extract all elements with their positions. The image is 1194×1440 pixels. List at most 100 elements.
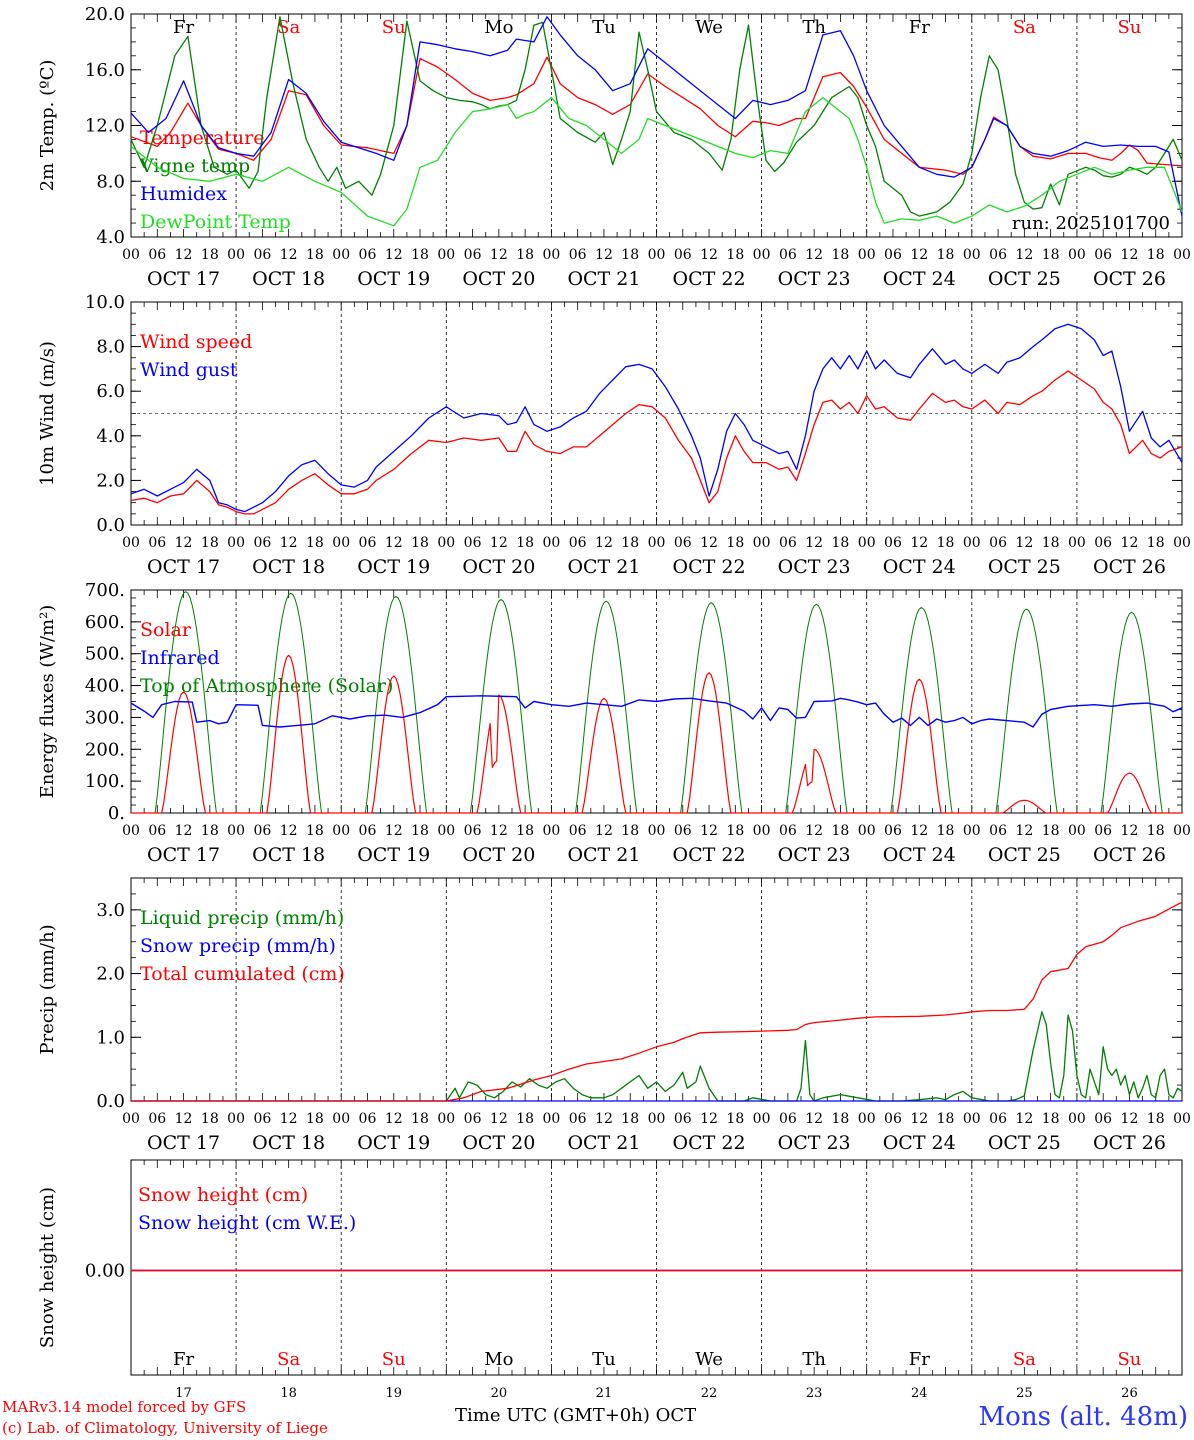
energy-hour-label: 06: [884, 823, 902, 839]
precip-legend-entry: Total cumulated (cm): [140, 963, 345, 985]
day-name: Su: [1117, 17, 1141, 38]
wind-hour-label: 00: [227, 535, 245, 551]
day-name-bottom: Sa: [277, 1349, 300, 1370]
temperature-hour-label: 00: [1173, 247, 1191, 263]
temperature-hour-label: 00: [963, 247, 981, 263]
wind-hour-label: 06: [464, 535, 482, 551]
credit-model: MARv3.14 model forced by GFS: [2, 1398, 247, 1416]
precip-hour-label: 06: [779, 1111, 797, 1127]
day-name-bottom: Th: [802, 1349, 826, 1370]
temperature-hour-label: 12: [700, 247, 718, 263]
wind-y-tick-label: 8.0: [96, 337, 125, 358]
wind-hour-label: 00: [122, 535, 140, 551]
precip-legend-entry: Liquid precip (mm/h): [140, 907, 344, 929]
temperature-hour-label: 06: [569, 247, 587, 263]
energy-hour-label: 00: [542, 823, 560, 839]
precip-hour-label: 00: [753, 1111, 771, 1127]
energy-hour-label: 12: [385, 823, 403, 839]
energy-legend-entry: Infrared: [140, 647, 220, 669]
station-name: Mons (alt. 48m): [978, 1402, 1188, 1432]
energy-date-label: OCT 26: [1093, 844, 1166, 866]
energy-hour-label: 06: [359, 823, 377, 839]
temperature-date-label: OCT 21: [567, 268, 640, 290]
precip-legend-entry: Snow precip (mm/h): [140, 935, 336, 957]
day-number: 23: [806, 1386, 823, 1401]
temperature-hour-label: 12: [595, 247, 613, 263]
wind-hour-label: 12: [175, 535, 193, 551]
series-humidex: [130, 16, 1183, 217]
energy-hour-label: 06: [779, 823, 797, 839]
precip-hour-label: 18: [832, 1111, 850, 1127]
energy-hour-label: 00: [1068, 823, 1086, 839]
wind-hour-label: 06: [148, 535, 166, 551]
precip-hour-label: 18: [1042, 1111, 1060, 1127]
panel-temperature: 4.0 8.0 12.0 16.0 20.0 2m Temp. (ºC) 00 06 12 18 O…: [37, 4, 1191, 290]
wind-y-tick-label: 4.0: [96, 426, 125, 447]
energy-hour-label: 00: [122, 823, 140, 839]
temperature-hour-label: 06: [148, 247, 166, 263]
energy-y-tick-label: 0.: [108, 803, 125, 824]
temperature-y-tick-label: 12.0: [85, 116, 125, 137]
energy-date-label: OCT 21: [567, 844, 640, 866]
temperature-frame: [130, 13, 1183, 238]
energy-hour-label: 00: [437, 823, 455, 839]
temperature-date-label: OCT 17: [147, 268, 220, 290]
precip-y-tick-label: 1.0: [96, 1027, 125, 1048]
snow-legend-entry: Snow height (cm W.E.): [138, 1212, 356, 1234]
energy-hour-label: 12: [490, 823, 508, 839]
wind-hour-label: 00: [1173, 535, 1191, 551]
temperature-hour-label: 18: [832, 247, 850, 263]
wind-hour-label: 12: [280, 535, 298, 551]
energy-date-label: OCT 23: [778, 844, 851, 866]
wind-hour-label: 00: [1068, 535, 1086, 551]
wind-hour-label: 12: [700, 535, 718, 551]
precip-hour-label: 12: [805, 1111, 823, 1127]
energy-date-label: OCT 19: [357, 844, 430, 866]
energy-hour-label: 06: [148, 823, 166, 839]
energy-y-tick-label: 300.: [85, 707, 125, 728]
day-number: 25: [1016, 1386, 1033, 1401]
temperature-hour-label: 06: [253, 247, 271, 263]
energy-hour-label: 00: [753, 823, 771, 839]
day-number: 18: [280, 1386, 297, 1401]
series-temperature: [130, 56, 1183, 175]
energy-legend-entry: Solar: [140, 619, 192, 641]
wind-hour-label: 06: [674, 535, 692, 551]
temperature-hour-label: 06: [989, 247, 1007, 263]
temperature-hour-label: 12: [1121, 247, 1139, 263]
temperature-hour-label: 00: [227, 247, 245, 263]
energy-hour-label: 18: [306, 823, 324, 839]
wind-hour-label: 12: [595, 535, 613, 551]
wind-date-label: OCT 26: [1093, 556, 1166, 578]
wind-y-tick-label: 10.0: [85, 292, 125, 313]
day-name: We: [695, 17, 723, 38]
precip-hour-label: 00: [1068, 1111, 1086, 1127]
wind-hour-label: 00: [542, 535, 560, 551]
wind-hour-label: 06: [1094, 535, 1112, 551]
energy-hour-label: 18: [937, 823, 955, 839]
day-number: 20: [491, 1386, 508, 1401]
temperature-hour-label: 18: [411, 247, 429, 263]
day-name: Tu: [592, 17, 616, 38]
wind-y-tick-label: 0.0: [96, 515, 125, 536]
precip-hour-label: 06: [148, 1111, 166, 1127]
x-axis-title: Time UTC (GMT+0h) OCT: [455, 1405, 697, 1426]
precip-hour-label: 00: [542, 1111, 560, 1127]
temperature-hour-label: 12: [280, 247, 298, 263]
wind-hour-label: 12: [385, 535, 403, 551]
energy-hour-label: 00: [648, 823, 666, 839]
day-name-bottom: Fr: [173, 1349, 194, 1370]
temperature-hour-label: 06: [1094, 247, 1112, 263]
day-name: Fr: [909, 17, 930, 38]
energy-hour-label: 12: [1121, 823, 1139, 839]
precip-hour-label: 06: [1094, 1111, 1112, 1127]
wind-hour-label: 12: [1015, 535, 1033, 551]
day-name-bottom: Su: [1117, 1349, 1141, 1370]
wind-hour-label: 06: [989, 535, 1007, 551]
day-name-bottom: Tu: [592, 1349, 616, 1370]
wind-date-label: OCT 20: [462, 556, 535, 578]
temperature-hour-label: 00: [332, 247, 350, 263]
day-name-bottom: Fr: [909, 1349, 930, 1370]
wind-hour-label: 00: [648, 535, 666, 551]
energy-hour-label: 00: [227, 823, 245, 839]
